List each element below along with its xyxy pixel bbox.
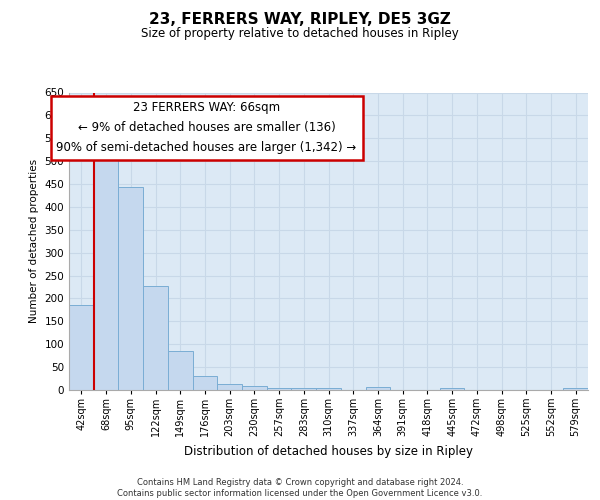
Bar <box>292 388 316 390</box>
Bar <box>267 388 292 390</box>
Bar <box>193 376 217 390</box>
Bar <box>563 388 588 390</box>
Text: Size of property relative to detached houses in Ripley: Size of property relative to detached ho… <box>141 28 459 40</box>
Bar <box>168 351 193 390</box>
X-axis label: Distribution of detached houses by size in Ripley: Distribution of detached houses by size … <box>184 445 473 458</box>
Bar <box>217 384 242 390</box>
Bar <box>94 156 118 390</box>
Text: 23 FERRERS WAY: 66sqm
← 9% of detached houses are smaller (136)
90% of semi-deta: 23 FERRERS WAY: 66sqm ← 9% of detached h… <box>56 102 356 154</box>
Bar <box>440 388 464 390</box>
Text: 23, FERRERS WAY, RIPLEY, DE5 3GZ: 23, FERRERS WAY, RIPLEY, DE5 3GZ <box>149 12 451 28</box>
Bar <box>69 306 94 390</box>
Bar <box>118 187 143 390</box>
Bar <box>143 286 168 390</box>
Bar <box>365 387 390 390</box>
Bar <box>242 386 267 390</box>
Bar <box>316 388 341 390</box>
Text: Contains HM Land Registry data © Crown copyright and database right 2024.
Contai: Contains HM Land Registry data © Crown c… <box>118 478 482 498</box>
Y-axis label: Number of detached properties: Number of detached properties <box>29 159 39 324</box>
